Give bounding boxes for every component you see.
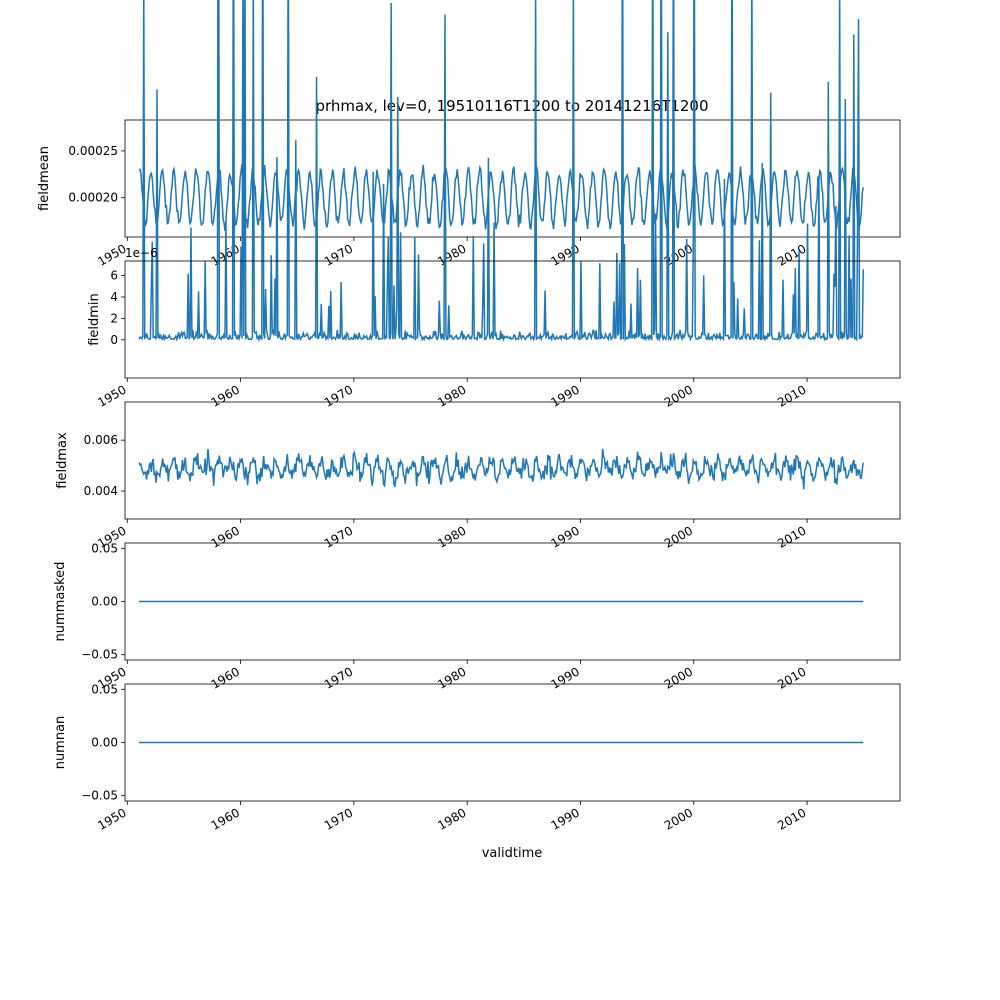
- x-tick-label: 1990: [549, 523, 582, 550]
- x-tick-label: 1970: [322, 805, 355, 832]
- x-tick-label: 1980: [435, 382, 468, 409]
- y-tick-label: 0.00025: [68, 144, 118, 158]
- x-tick-label: 2000: [662, 382, 695, 409]
- x-tick-label: 1970: [322, 382, 355, 409]
- x-tick-label: 1960: [209, 523, 242, 550]
- subplot-nummasked: 1950 1960 1970 1980 1990 2000 2010−0.050.000.0…: [53, 541, 901, 692]
- y-offset-label: 1e−6: [125, 246, 158, 260]
- x-tick-label: 1990: [549, 805, 582, 832]
- y-axis-label-fieldmax: fieldmax: [55, 432, 70, 489]
- y-tick-label: 0.05: [91, 682, 118, 696]
- subplot-panels: 1950 1960 1970 1980 1990 2000 20100.000200.000…: [37, 0, 901, 833]
- x-tick-label: 1970: [322, 523, 355, 550]
- y-tick-label: −0.05: [81, 789, 118, 803]
- y-axis-label-fieldmean: fieldmean: [37, 146, 52, 211]
- y-tick-label: 6: [110, 269, 118, 283]
- y-tick-label: 4: [110, 290, 118, 304]
- y-tick-label: 2: [110, 311, 118, 325]
- axes-frame: [124, 401, 901, 520]
- y-axis-label-fieldmin: fieldmin: [87, 293, 102, 346]
- x-tick-label: 2010: [775, 523, 808, 550]
- x-tick-label: 2010: [775, 382, 808, 409]
- x-tick-label: 2010: [775, 805, 808, 832]
- x-tick-label: 2000: [662, 805, 695, 832]
- x-tick-label: 1990: [549, 664, 582, 691]
- x-tick-label: 1980: [435, 664, 468, 691]
- x-tick-label: 2010: [775, 241, 808, 268]
- y-tick-label: 0.00: [91, 595, 118, 609]
- x-tick-label: 1980: [435, 805, 468, 832]
- y-tick-label: 0.004: [84, 484, 118, 498]
- y-axis-label-numnan: numnan: [53, 716, 68, 770]
- y-axis-label-nummasked: nummasked: [53, 562, 68, 642]
- subplot-numnan: 1950 1960 1970 1980 1990 2000 2010 −0.05 0.00 0.0…: [53, 682, 901, 833]
- x-tick-label: 2000: [662, 664, 695, 691]
- series-line-fieldmin: [138, 0, 864, 343]
- y-tick-label: 0.00020: [68, 191, 118, 205]
- x-axis-label: validtime: [482, 846, 543, 861]
- x-tick-label: 1950: [95, 805, 128, 832]
- x-tick-label: 1960: [209, 805, 242, 832]
- y-tick-label: 0.00: [91, 736, 118, 750]
- y-tick-label: 0.05: [91, 541, 118, 555]
- chart-title: prhmax, lev=0, 19510116T1200 to 20141216…: [315, 97, 708, 115]
- x-tick-label: 2010: [775, 664, 808, 691]
- series-line-fieldmean: [138, 164, 864, 231]
- y-tick-label: 0: [110, 333, 118, 347]
- x-tick-label: 1970: [322, 664, 355, 691]
- x-tick-label: 1980: [435, 523, 468, 550]
- axes-frame: [124, 260, 901, 379]
- x-tick-label: 1960: [209, 382, 242, 409]
- x-tick-label: 1950: [95, 241, 128, 268]
- x-tick-label: 1990: [549, 382, 582, 409]
- x-tick-label: 1950: [95, 382, 128, 409]
- x-tick-label: 1990: [549, 241, 582, 268]
- axes-frame: [124, 119, 901, 238]
- x-tick-label: 2000: [662, 523, 695, 550]
- x-tick-label: 1960: [209, 664, 242, 691]
- subplot-fieldmax: 1950 1960 1970 1980 1990 2000 20100.0040.006fi…: [55, 401, 901, 551]
- y-tick-label: 0.006: [84, 433, 118, 447]
- x-tick-label: 1970: [322, 241, 355, 268]
- y-tick-label: −0.05: [81, 648, 118, 662]
- x-tick-label: 1980: [435, 241, 468, 268]
- series-line-fieldmax: [138, 448, 864, 490]
